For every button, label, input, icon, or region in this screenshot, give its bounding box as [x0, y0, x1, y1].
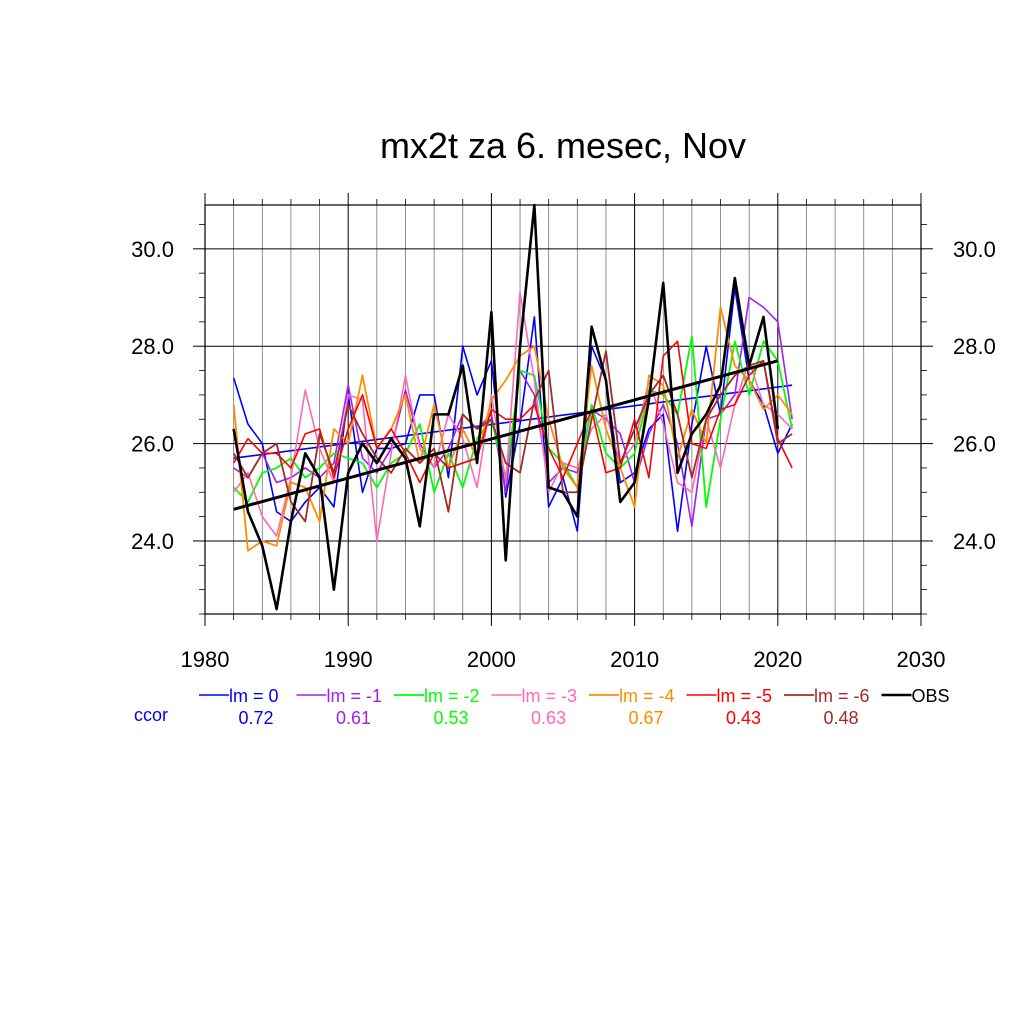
series-line-7 [232, 203, 780, 611]
y-tick-label: 26.0 [131, 432, 174, 457]
x-tick-label: 1990 [324, 647, 373, 672]
legend-label-4: lm = -4 [619, 686, 675, 706]
axes [193, 193, 933, 626]
series-line-4 [232, 306, 793, 552]
legend-ccor-1: 0.61 [336, 708, 371, 728]
tick-labels: 1980 1990 2000 2010 2020 2030 24.0 24.0 26.0 26.0… [131, 237, 996, 672]
legend-label-6: lm = -6 [814, 686, 870, 706]
y-tick-label-right: 30.0 [953, 237, 996, 262]
trend-line-7 [233, 359, 779, 511]
y-tick-label-right: 26.0 [953, 432, 996, 457]
grid [205, 205, 921, 614]
y-tick-label-right: 28.0 [953, 334, 996, 359]
series-line-3 [232, 291, 793, 542]
y-tick-label: 28.0 [131, 334, 174, 359]
legend-label-2: lm = -2 [424, 686, 480, 706]
x-tick-label: 2020 [753, 647, 802, 672]
plot-lines [232, 203, 794, 611]
x-tick-label: 2000 [467, 647, 516, 672]
legend-label-0: lm = 0 [229, 686, 279, 706]
legend-ccor-2: 0.53 [433, 708, 468, 728]
y-tick-label: 30.0 [131, 237, 174, 262]
legend-ccor-5: 0.43 [726, 708, 761, 728]
legend-ccor-4: 0.67 [628, 708, 663, 728]
legend-label-5: lm = -5 [717, 686, 773, 706]
legend-label-3: lm = -3 [522, 686, 578, 706]
ccor-label: ccor [134, 705, 168, 725]
legend-ccor-0: 0.72 [238, 708, 273, 728]
x-tick-label: 2030 [897, 647, 946, 672]
legend-ccor-6: 0.48 [823, 708, 858, 728]
series-line-2 [232, 335, 794, 508]
chart-title: mx2t za 6. mesec, Nov [380, 125, 746, 166]
y-tick-label: 24.0 [131, 529, 174, 554]
plot-frame [204, 204, 922, 615]
x-tick-label: 1980 [181, 647, 230, 672]
x-tick-label: 2010 [610, 647, 659, 672]
y-tick-label-right: 24.0 [953, 529, 996, 554]
legend-label-7: OBS [912, 686, 950, 706]
legend-ccor-3: 0.63 [531, 708, 566, 728]
legend-label-1: lm = -1 [327, 686, 383, 706]
